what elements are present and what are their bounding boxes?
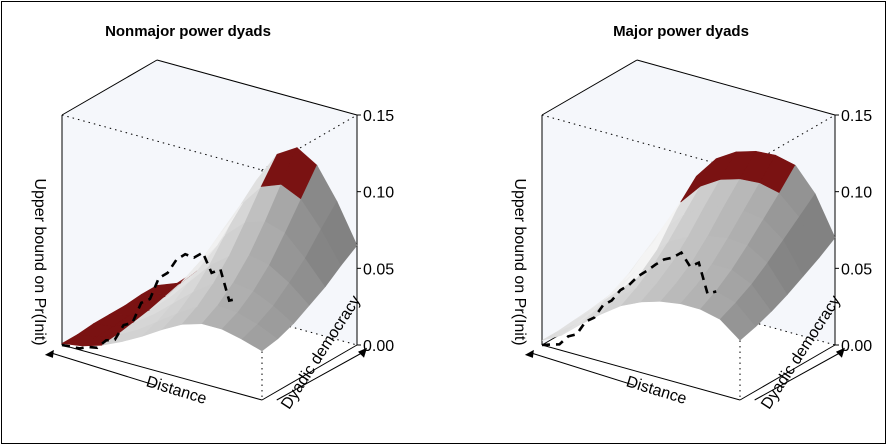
box-edge [739,344,836,401]
distance-arrowhead [524,349,534,358]
z-axis-label: Upper bound on Pr(Init) [31,178,48,345]
distance-arrowhead [44,349,54,358]
surface-facet [799,193,836,259]
distance-axis-label: Distance [144,373,209,407]
box-edge [261,344,358,401]
dashed-curve [541,250,717,347]
surface-facet [320,200,358,266]
z-tick-label: 0.10 [363,185,394,202]
left-back-panel [62,60,157,345]
panel-major-power-dyads: 0.00 0.05 0.10 0.15 Upper bound on Pr(Init) D… [511,23,872,412]
box-edge [541,59,638,116]
box-edge [156,59,358,116]
box-edge [541,344,741,401]
box-edge [61,344,263,401]
left-back-panel [542,60,637,345]
z-axis-label: Upper bound on Pr(Init) [511,178,528,345]
democracy-arrow [754,351,843,401]
box-edge [636,59,836,116]
box-edge [61,59,158,116]
democracy-arrowhead [835,347,845,358]
surface [61,147,358,352]
panel-nonmajor-power-dyads: 0.00 0.05 0.10 0.15 Upper bound on Pr(Init) D… [31,23,394,412]
z-tick-label: 0.00 [841,338,872,355]
z-tick-label: 0.10 [841,185,872,202]
box-edge-dotted [541,114,741,171]
distance-arrow [50,352,156,386]
dashed-curve [61,250,239,350]
panel-title: Nonmajor power dyads [105,23,271,40]
z-tick-label: 0.05 [363,261,394,278]
democracy-arrow [276,351,365,401]
z-tick-label: 0.05 [841,261,872,278]
distance-arrow [530,352,634,386]
democracy-arrowhead [358,347,367,358]
z-ticks: 0.00 0.05 0.10 0.15 [835,108,872,355]
panel-title: Major power dyads [613,23,749,40]
z-tick-label: 0.15 [363,108,394,125]
distance-axis-label: Distance [624,373,689,407]
surface [541,150,836,341]
z-ticks: 0.00 0.05 0.10 0.15 [357,108,394,355]
z-tick-label: 0.15 [841,108,872,125]
z-tick-label: 0.00 [363,338,394,355]
